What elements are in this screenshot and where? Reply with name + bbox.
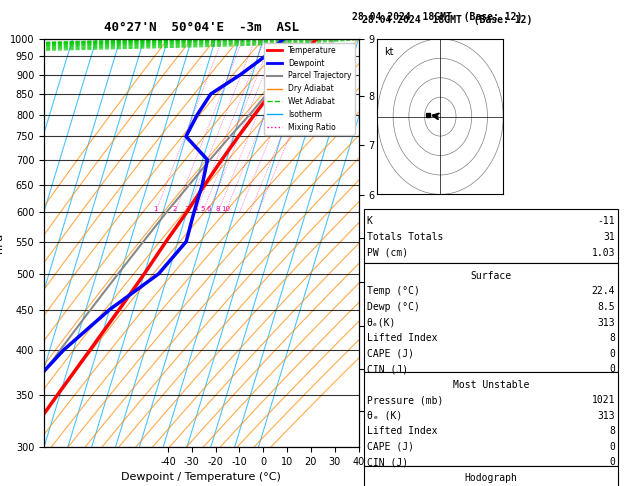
Text: 6: 6 bbox=[206, 206, 211, 212]
Text: 3: 3 bbox=[185, 206, 189, 212]
Text: Lifted Index: Lifted Index bbox=[367, 333, 437, 343]
Text: 1.03: 1.03 bbox=[592, 247, 615, 258]
Text: Dewp (°C): Dewp (°C) bbox=[367, 302, 420, 312]
Text: 0: 0 bbox=[610, 348, 615, 359]
Text: 0: 0 bbox=[610, 442, 615, 452]
Text: -11: -11 bbox=[598, 216, 615, 226]
Legend: Temperature, Dewpoint, Parcel Trajectory, Dry Adiabat, Wet Adiabat, Isotherm, Mi: Temperature, Dewpoint, Parcel Trajectory… bbox=[264, 43, 355, 135]
Text: CIN (J): CIN (J) bbox=[367, 457, 408, 468]
Text: 8: 8 bbox=[610, 333, 615, 343]
Text: LCL: LCL bbox=[374, 387, 389, 397]
Text: PW (cm): PW (cm) bbox=[367, 247, 408, 258]
Text: Lifted Index: Lifted Index bbox=[367, 426, 437, 436]
Text: 0: 0 bbox=[610, 364, 615, 374]
Text: Most Unstable: Most Unstable bbox=[453, 380, 529, 390]
Text: 1021: 1021 bbox=[592, 395, 615, 405]
Text: 2: 2 bbox=[173, 206, 177, 212]
Text: Pressure (mb): Pressure (mb) bbox=[367, 395, 443, 405]
Text: K: K bbox=[367, 216, 372, 226]
Text: 313: 313 bbox=[598, 317, 615, 328]
Text: 28.04.2024  18GMT  (Base: 12): 28.04.2024 18GMT (Base: 12) bbox=[362, 15, 532, 25]
Y-axis label: km
ASL: km ASL bbox=[380, 234, 402, 252]
Text: 5: 5 bbox=[201, 206, 205, 212]
Text: 10: 10 bbox=[221, 206, 230, 212]
Text: Hodograph: Hodograph bbox=[464, 473, 518, 483]
Text: 313: 313 bbox=[598, 411, 615, 421]
Title: 40°27'N  50°04'E  -3m  ASL: 40°27'N 50°04'E -3m ASL bbox=[104, 20, 299, 34]
Text: 1: 1 bbox=[153, 206, 158, 212]
Text: θₑ(K): θₑ(K) bbox=[367, 317, 396, 328]
Text: 8: 8 bbox=[610, 426, 615, 436]
Text: 28.04.2024  18GMT  (Base: 12): 28.04.2024 18GMT (Base: 12) bbox=[352, 12, 522, 22]
Text: 22.4: 22.4 bbox=[592, 286, 615, 296]
Text: CIN (J): CIN (J) bbox=[367, 364, 408, 374]
Text: 31: 31 bbox=[603, 232, 615, 242]
Text: CAPE (J): CAPE (J) bbox=[367, 442, 414, 452]
Y-axis label: hPa: hPa bbox=[0, 233, 4, 253]
Text: 8: 8 bbox=[216, 206, 220, 212]
Text: 0: 0 bbox=[610, 457, 615, 468]
Text: Totals Totals: Totals Totals bbox=[367, 232, 443, 242]
Text: kt: kt bbox=[384, 47, 393, 57]
Text: Surface: Surface bbox=[470, 271, 511, 281]
Text: θₑ (K): θₑ (K) bbox=[367, 411, 402, 421]
X-axis label: Dewpoint / Temperature (°C): Dewpoint / Temperature (°C) bbox=[121, 472, 281, 483]
Text: 8.5: 8.5 bbox=[598, 302, 615, 312]
Text: Temp (°C): Temp (°C) bbox=[367, 286, 420, 296]
Text: CAPE (J): CAPE (J) bbox=[367, 348, 414, 359]
Text: 4: 4 bbox=[194, 206, 198, 212]
